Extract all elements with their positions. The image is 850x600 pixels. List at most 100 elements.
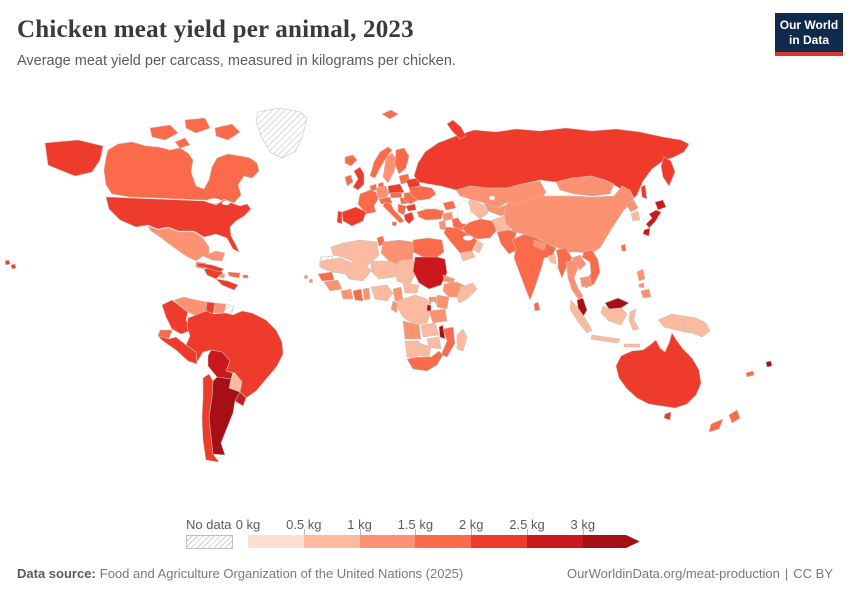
country-myanmar[interactable] <box>555 247 573 279</box>
country-cameroon[interactable] <box>392 286 404 302</box>
country-mozambique[interactable] <box>440 326 456 358</box>
country-ghana[interactable] <box>352 288 364 302</box>
country-usa-hawaii[interactable] <box>4 259 11 266</box>
legend-segment[interactable] <box>526 535 583 548</box>
country-japan-hokkaido[interactable] <box>654 199 667 211</box>
country-russia-sakhalin[interactable] <box>640 184 648 200</box>
country-cambodia[interactable] <box>579 275 593 288</box>
country-france[interactable] <box>357 189 379 215</box>
country-bolivia[interactable] <box>207 349 234 380</box>
country-canada-arctic-islands[interactable] <box>149 124 179 141</box>
country-congo[interactable] <box>390 300 398 314</box>
country-dominican-republic[interactable] <box>227 271 241 279</box>
legend-segment[interactable] <box>248 535 304 548</box>
country-indonesia-sumatra[interactable] <box>569 299 593 334</box>
country-netherlands[interactable] <box>369 183 378 192</box>
country-canada-arctic-islands[interactable] <box>214 123 241 141</box>
country-french-guiana[interactable] <box>223 303 235 315</box>
country-syria[interactable] <box>441 211 454 222</box>
country-south-korea[interactable] <box>630 210 641 222</box>
country-mali[interactable] <box>343 260 372 282</box>
country-taiwan[interactable] <box>620 243 627 252</box>
country-ireland[interactable] <box>344 174 354 187</box>
country-indonesia-sulawesi[interactable] <box>628 308 640 331</box>
country-sudan[interactable] <box>412 256 448 290</box>
country-usa-hawaii[interactable] <box>10 263 17 270</box>
country-indonesia-kalimantan[interactable] <box>600 305 628 326</box>
country-benin[interactable] <box>362 287 371 301</box>
country-new-zealand-north[interactable] <box>728 409 741 424</box>
country-bangladesh[interactable] <box>547 253 557 265</box>
country-philippines-luzon[interactable] <box>636 268 646 282</box>
country-malawi[interactable] <box>438 324 446 340</box>
country-kenya[interactable] <box>436 294 450 310</box>
country-canada-arctic-islands[interactable] <box>174 137 191 149</box>
country-russia-kamchatka[interactable] <box>660 156 676 187</box>
country-indonesia-lesser-sunda[interactable] <box>623 343 641 348</box>
country-bulgaria[interactable] <box>405 203 417 212</box>
country-niger[interactable] <box>370 260 400 280</box>
country-peru[interactable] <box>157 335 198 365</box>
country-caucasus[interactable] <box>442 200 457 211</box>
country-turkey[interactable] <box>416 207 445 221</box>
legend-segment[interactable] <box>303 535 360 548</box>
country-indonesia-java[interactable] <box>590 334 621 344</box>
country-sweden[interactable] <box>382 152 398 184</box>
country-namibia[interactable] <box>404 340 420 360</box>
country-fiji[interactable] <box>765 360 773 368</box>
country-yemen[interactable] <box>459 250 476 262</box>
country-ukraine[interactable] <box>408 185 437 201</box>
country-senegal[interactable] <box>317 271 335 282</box>
country-norway[interactable] <box>369 146 393 179</box>
country-italy-sicily[interactable] <box>391 221 398 227</box>
country-iceland[interactable] <box>344 154 358 167</box>
country-malaysia-peninsula[interactable] <box>576 297 588 318</box>
legend-segment-arrow[interactable] <box>582 535 640 548</box>
country-central-african-republic[interactable] <box>402 282 420 294</box>
country-japan-kyushu[interactable] <box>642 227 651 237</box>
country-chad[interactable] <box>394 258 416 286</box>
country-egypt[interactable] <box>412 237 445 259</box>
owid-url-link[interactable]: OurWorldinData.org/meat-production <box>566 566 780 581</box>
country-balkans[interactable] <box>397 203 407 216</box>
country-democratic-republic-of-congo[interactable] <box>396 294 432 326</box>
country-cape-verde[interactable] <box>308 278 314 284</box>
legend-segment[interactable] <box>415 535 472 548</box>
country-canada[interactable] <box>103 141 260 205</box>
country-rwanda-burundi[interactable] <box>426 304 432 312</box>
country-philippines-visayas[interactable] <box>638 282 645 289</box>
country-zambia[interactable] <box>420 322 440 338</box>
country-united-kingdom[interactable] <box>352 166 365 191</box>
country-canada-arctic-islands[interactable] <box>184 117 211 134</box>
country-austria[interactable] <box>378 196 393 205</box>
country-somalia[interactable] <box>456 282 478 304</box>
country-zimbabwe[interactable] <box>426 336 442 350</box>
country-philippines-mindanao[interactable] <box>640 288 652 299</box>
country-usa-alaska[interactable] <box>44 139 104 177</box>
country-finland[interactable] <box>394 147 410 175</box>
country-panama[interactable] <box>215 278 239 291</box>
country-madagascar[interactable] <box>456 328 468 352</box>
country-australia-tasmania[interactable] <box>663 411 672 421</box>
country-nigeria[interactable] <box>370 284 394 302</box>
country-nepal[interactable] <box>533 239 547 251</box>
country-norway-svalbard[interactable] <box>381 109 399 120</box>
country-greenland[interactable] <box>255 107 308 159</box>
country-puerto-rico[interactable] <box>242 274 249 279</box>
country-indonesia-west-papua[interactable] <box>657 313 685 333</box>
country-algeria[interactable] <box>341 239 380 266</box>
country-tanzania[interactable] <box>428 308 448 324</box>
country-india[interactable] <box>511 233 557 301</box>
legend-segment[interactable] <box>471 535 527 548</box>
country-guinea[interactable] <box>323 279 343 292</box>
country-north-korea[interactable] <box>625 199 639 213</box>
country-germany[interactable] <box>375 185 390 200</box>
country-ivory-coast[interactable] <box>340 288 354 300</box>
country-chile[interactable] <box>201 373 220 463</box>
country-cape-verde[interactable] <box>303 274 309 280</box>
country-sri-lanka[interactable] <box>533 301 541 312</box>
owid-logo[interactable]: Our World in Data <box>775 13 843 52</box>
country-thailand[interactable] <box>565 259 584 301</box>
country-jamaica[interactable] <box>218 273 226 279</box>
country-japan-honshu[interactable] <box>645 209 662 229</box>
